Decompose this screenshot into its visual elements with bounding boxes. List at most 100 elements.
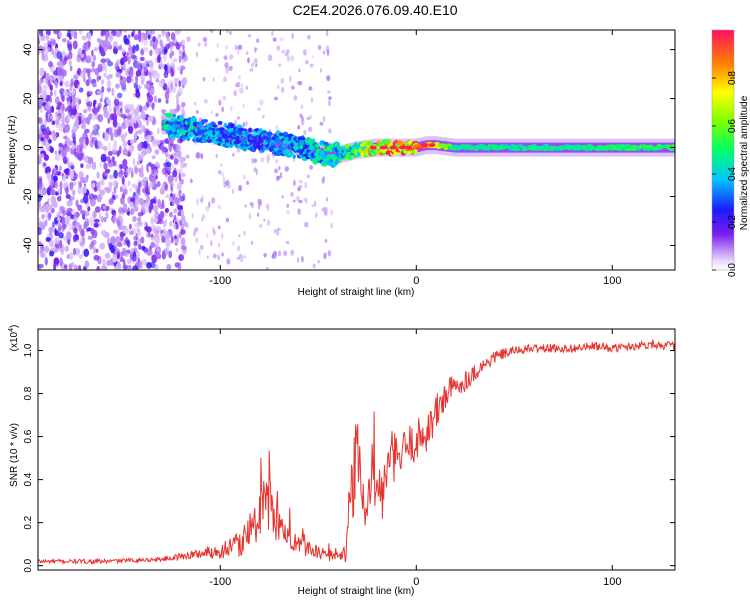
speckle-dot xyxy=(158,218,164,225)
speckle-dot xyxy=(215,58,219,62)
speckle-dot xyxy=(168,250,173,259)
speckle-dot xyxy=(250,62,255,68)
speckle-dot xyxy=(153,213,159,218)
speckle-dot xyxy=(321,207,326,213)
speckle-dot xyxy=(275,175,280,182)
speckle-dot xyxy=(117,92,123,99)
speckle-dot xyxy=(91,161,97,170)
speckle-dot xyxy=(237,48,240,56)
speckle-dot xyxy=(71,262,74,267)
speckle-dot xyxy=(133,115,137,124)
speckle-dot xyxy=(77,152,84,161)
speckle-dot xyxy=(266,266,269,270)
speckle-dot xyxy=(196,198,199,206)
ridge-cell xyxy=(270,145,276,149)
speckle-dot xyxy=(138,33,142,43)
ridge-peak xyxy=(420,143,428,147)
speckle-dot xyxy=(148,71,152,77)
speckle-dot xyxy=(75,211,78,219)
speckle-dot xyxy=(80,57,85,62)
speckle-dot xyxy=(326,75,331,82)
speckle-dot xyxy=(139,56,145,62)
speckle-dot xyxy=(99,46,104,53)
speckle-dot xyxy=(56,106,61,111)
speckle-dot xyxy=(251,157,254,164)
speckle-dot xyxy=(104,30,110,40)
speckle-dot xyxy=(138,244,142,250)
ridge-cell xyxy=(362,141,368,146)
speckle-dot xyxy=(225,217,230,223)
speckle-dot xyxy=(151,155,156,160)
speckle-dot xyxy=(75,221,80,228)
speckle-dot xyxy=(77,204,83,211)
speckle-dot xyxy=(323,252,327,260)
speckle-dot xyxy=(204,41,208,47)
speckle-dot xyxy=(99,98,103,103)
x-tick-label: 100 xyxy=(603,576,621,588)
speckle-dot xyxy=(244,204,248,208)
speckle-dot xyxy=(278,250,282,257)
speckle-dot xyxy=(148,162,152,167)
speckle-dot xyxy=(320,68,323,73)
speckle-dot xyxy=(91,61,95,68)
speckle-dot xyxy=(135,114,142,121)
speckle-dot xyxy=(297,124,301,130)
speckle-dot xyxy=(309,164,313,170)
speckle-dot xyxy=(124,38,130,45)
ridge-cell xyxy=(217,120,223,125)
speckle-dot xyxy=(78,238,83,244)
speckle-dot xyxy=(217,225,221,230)
ridge-cell xyxy=(200,129,205,133)
y-tick-label: 0.6 xyxy=(23,429,34,443)
speckle-dot xyxy=(286,203,290,208)
speckle-dot xyxy=(165,99,169,104)
speckle-dot xyxy=(185,154,190,159)
speckle-dot xyxy=(129,187,132,193)
speckle-dot xyxy=(49,84,53,92)
speckle-dot xyxy=(298,185,303,189)
speckle-dot xyxy=(46,34,49,42)
speckle-dot xyxy=(146,30,152,35)
ridge-cell xyxy=(190,116,198,122)
speckle-dot xyxy=(45,111,49,121)
speckle-dot xyxy=(54,237,60,244)
speckle-dot xyxy=(300,256,304,263)
speckle-dot xyxy=(174,30,181,35)
speckle-dot xyxy=(198,248,201,256)
speckle-dot xyxy=(238,234,241,238)
speckle-dot xyxy=(135,75,139,84)
speckle-dot xyxy=(58,165,63,171)
speckle-dot xyxy=(140,236,145,244)
speckle-dot xyxy=(83,248,90,257)
speckle-dot xyxy=(131,170,134,178)
speckle-dot xyxy=(66,101,70,106)
speckle-dot xyxy=(68,223,73,231)
speckle-dot xyxy=(236,147,241,153)
speckle-dot xyxy=(93,99,97,105)
ridge-cell xyxy=(531,144,537,147)
ridge-cell xyxy=(212,124,218,128)
y-tick-label: 40 xyxy=(22,43,34,55)
speckle-dot xyxy=(116,129,122,136)
speckle-dot xyxy=(87,156,94,165)
speckle-dot xyxy=(185,222,189,228)
speckle-dot xyxy=(72,90,76,96)
speckle-dot xyxy=(45,30,51,36)
speckle-dot xyxy=(120,235,124,241)
speckle-dot xyxy=(143,104,148,111)
speckle-dot xyxy=(170,183,173,191)
speckle-dot xyxy=(170,32,176,41)
ridge-peak xyxy=(389,145,397,150)
speckle-dot xyxy=(122,264,128,270)
speckle-dot xyxy=(100,51,105,56)
speckle-dot xyxy=(110,236,116,245)
speckle-dot xyxy=(38,157,41,165)
speckle-dot xyxy=(281,49,286,54)
ridge-cell xyxy=(244,130,249,137)
speckle-dot xyxy=(68,50,73,60)
speckle-dot xyxy=(253,58,258,64)
speckle-dot xyxy=(85,163,92,170)
speckle-dot xyxy=(127,150,131,158)
speckle-dot xyxy=(96,140,103,147)
speckle-dot xyxy=(73,227,78,235)
